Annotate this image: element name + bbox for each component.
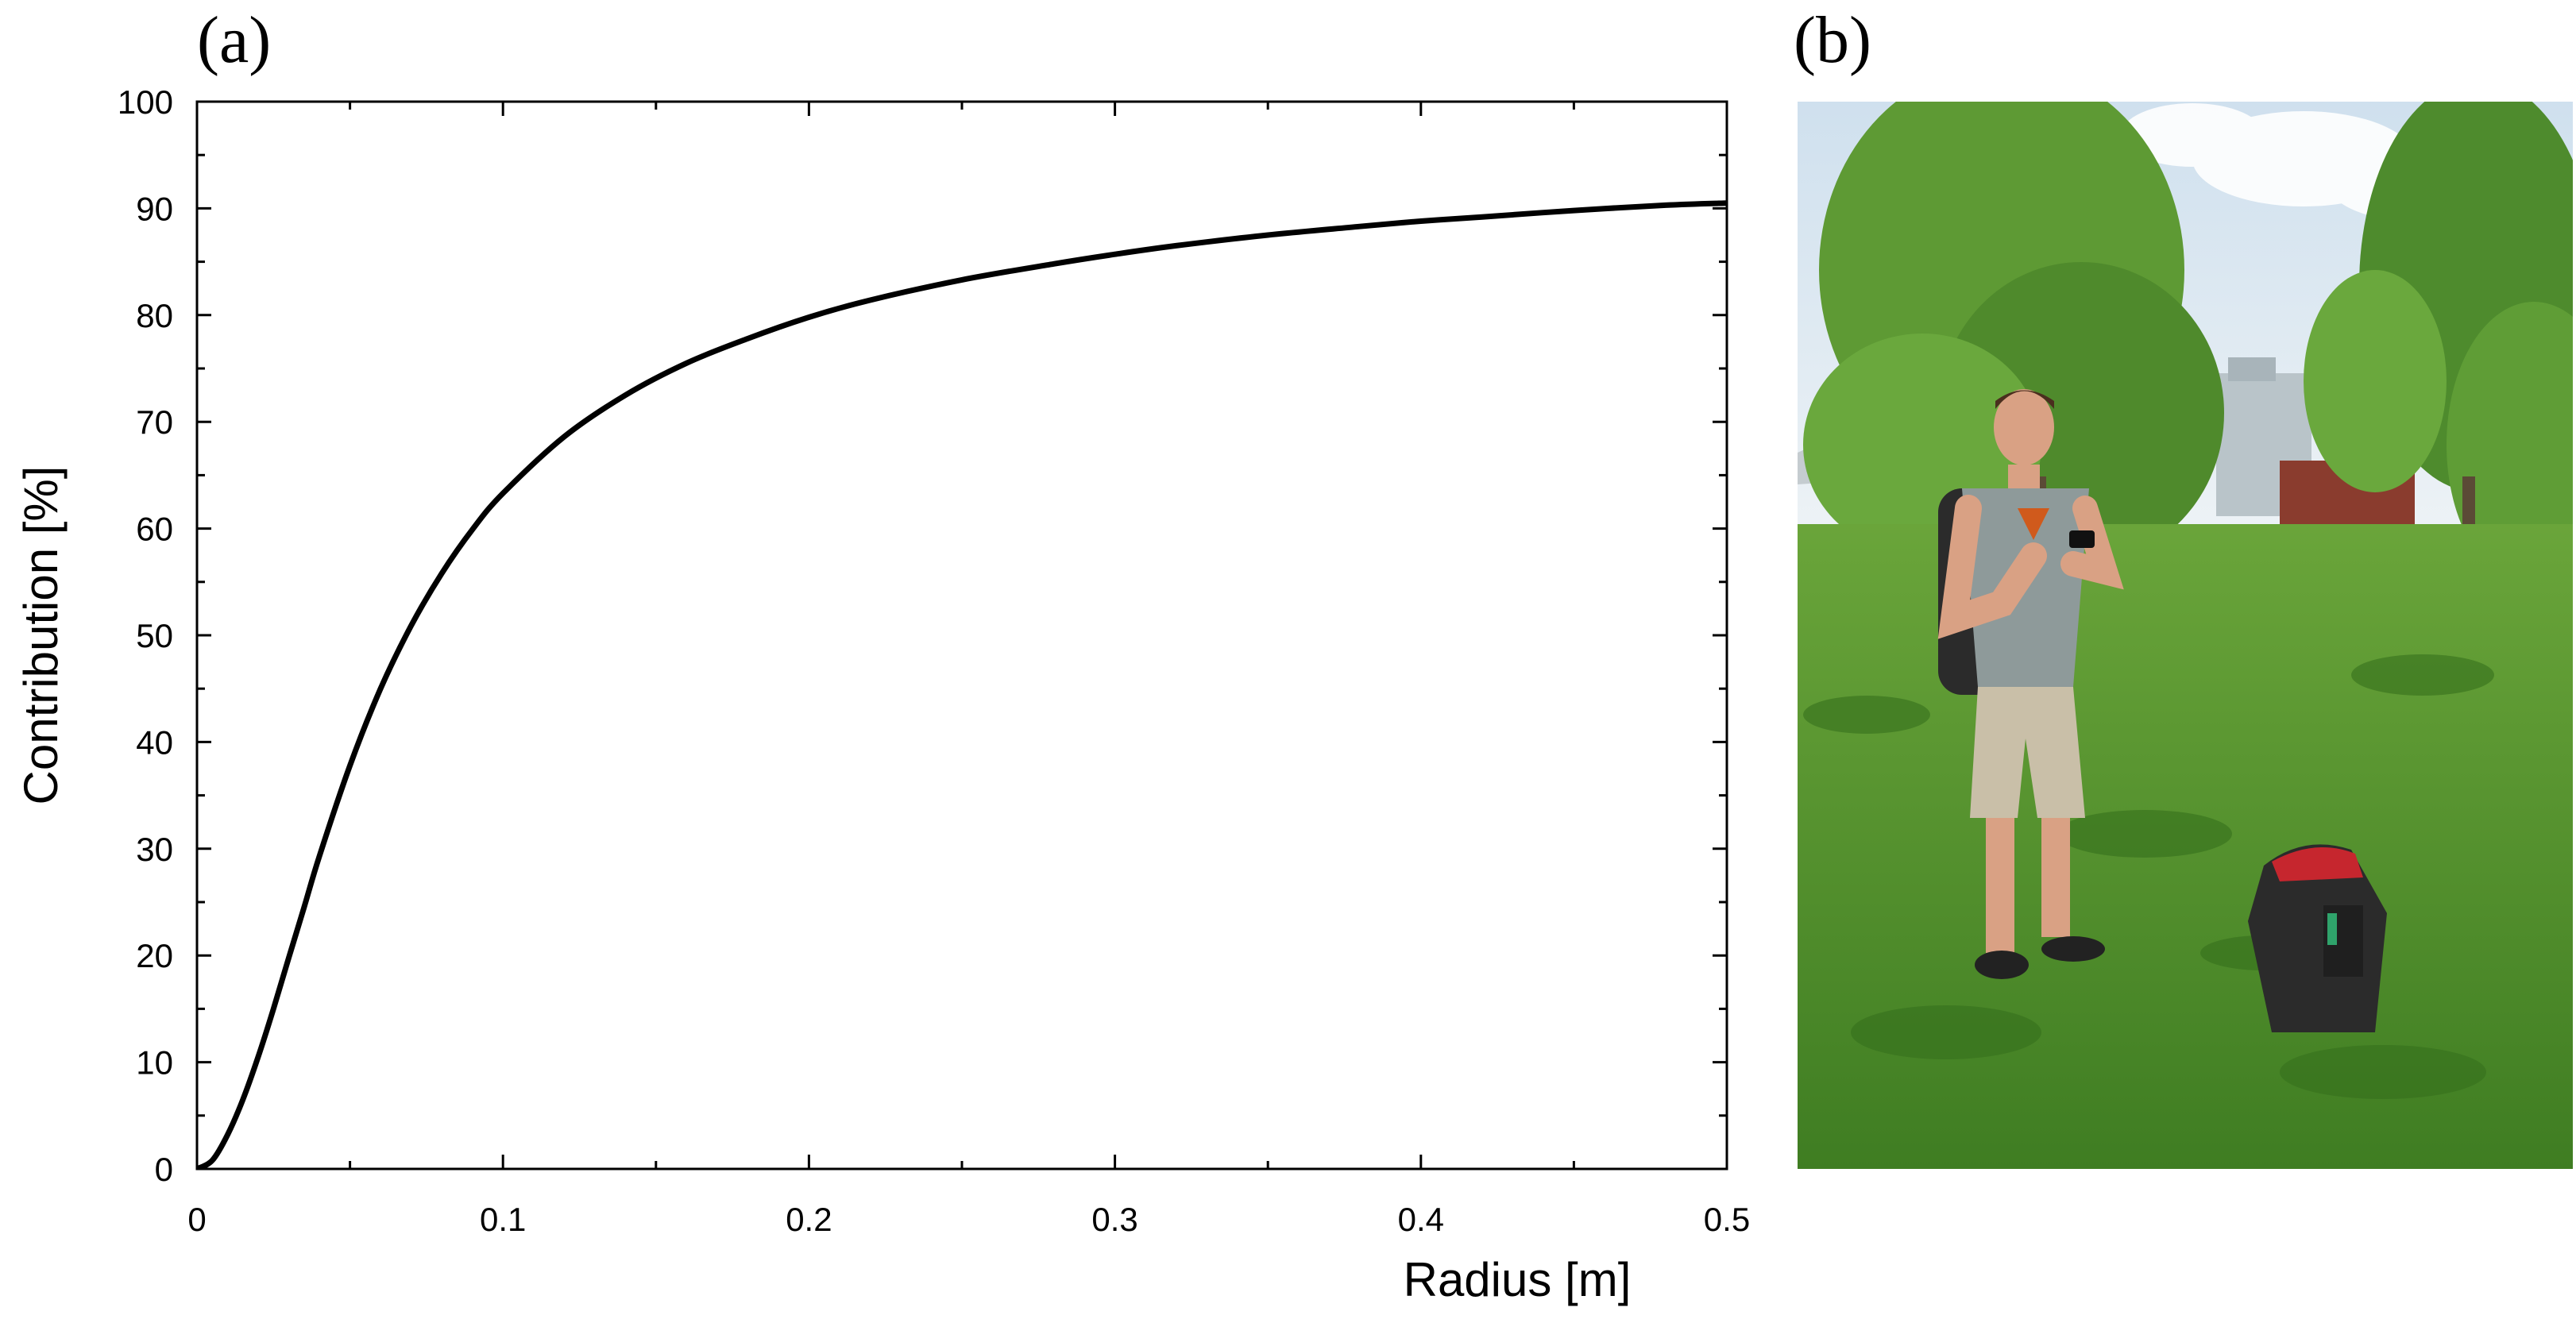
x-tick-label: 0 — [187, 1201, 206, 1238]
y-axis-title: Contribution [%] — [14, 466, 68, 805]
x-tick-label: 0.3 — [1091, 1201, 1137, 1238]
contribution-curve — [197, 200, 1727, 1169]
y-tick-label: 70 — [136, 403, 173, 441]
x-tick-label: 0.2 — [786, 1201, 832, 1238]
y-tick-label: 50 — [136, 617, 173, 654]
photo-trees — [1803, 102, 2573, 619]
y-axis-ticks: 0 10 20 30 40 50 60 70 80 90 100 — [118, 83, 1727, 1188]
photo-person — [1937, 389, 2124, 979]
y-tick-label: 90 — [136, 190, 173, 227]
photo-backpack — [2248, 844, 2387, 1032]
panel-b-label: (b) — [1794, 3, 1871, 77]
panel-a-label: (a) — [197, 3, 271, 77]
y-tick-label: 10 — [136, 1044, 173, 1082]
y-tick-label: 60 — [136, 511, 173, 548]
x-axis-title: Radius [m] — [1404, 1253, 1632, 1306]
photo-building-top — [2228, 357, 2276, 381]
x-tick-label: 0.4 — [1398, 1201, 1444, 1238]
plot-frame — [195, 100, 1728, 1171]
y-tick-label: 100 — [118, 83, 173, 121]
y-tick-label: 30 — [136, 831, 173, 868]
field-photo — [1798, 102, 2573, 1169]
x-axis-ticks: 0 0.1 0.2 0.3 0.4 0.5 — [187, 102, 1750, 1238]
x-tick-label: 0.1 — [480, 1201, 526, 1238]
y-tick-label: 80 — [136, 297, 173, 334]
y-tick-label: 20 — [136, 937, 173, 974]
y-tick-label: 0 — [155, 1151, 173, 1188]
y-tick-label: 40 — [136, 723, 173, 761]
x-tick-label: 0.5 — [1704, 1201, 1750, 1238]
